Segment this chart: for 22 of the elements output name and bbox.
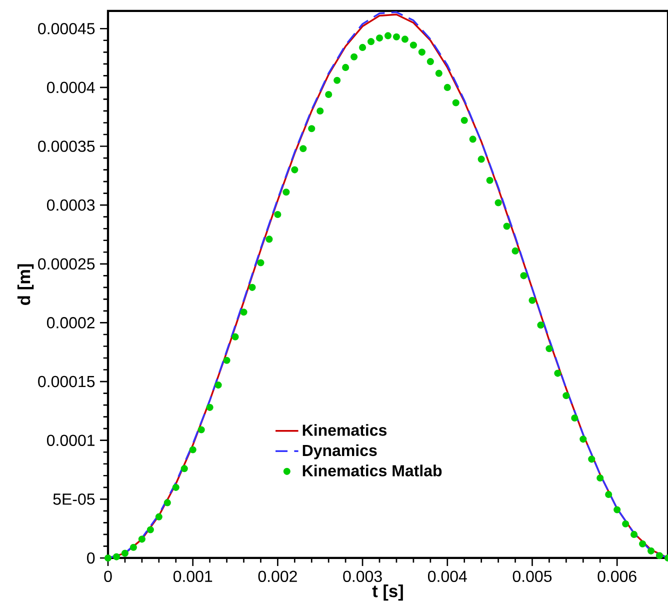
y-tick-label: 0.00045 (38, 22, 95, 34)
y-tick-label: 0.0003 (46, 199, 95, 211)
x-tick-label: 0 (104, 570, 112, 582)
x-tick-label: 0.001 (173, 570, 212, 582)
legend-label: Dynamics (302, 444, 377, 460)
x-tick-label: 0.005 (512, 570, 552, 582)
y-tick-label: 5E-05 (53, 494, 95, 505)
y-tick-label: 0.00035 (38, 140, 95, 152)
y-tick-label: 0.0004 (46, 82, 95, 94)
y-tick-label: 0 (87, 552, 95, 564)
legend-label: Kinematics Matlab (302, 464, 442, 476)
x-axis-title: t [s] (372, 584, 403, 601)
x-tick-label: 0.006 (598, 570, 636, 582)
y-tick-label: 0.0002 (46, 317, 94, 328)
y-axis-title: d [m] (17, 264, 34, 305)
legend-label: Kinematics (302, 424, 387, 436)
y-tick-label: 0.0001 (46, 434, 94, 446)
x-tick-label: 0.004 (428, 570, 467, 582)
y-tick-label: 0.00015 (38, 376, 95, 388)
y-tick-label: 0.00025 (38, 258, 95, 270)
x-tick-label: 0.002 (258, 570, 297, 582)
x-tick-label: 0.003 (343, 570, 382, 582)
